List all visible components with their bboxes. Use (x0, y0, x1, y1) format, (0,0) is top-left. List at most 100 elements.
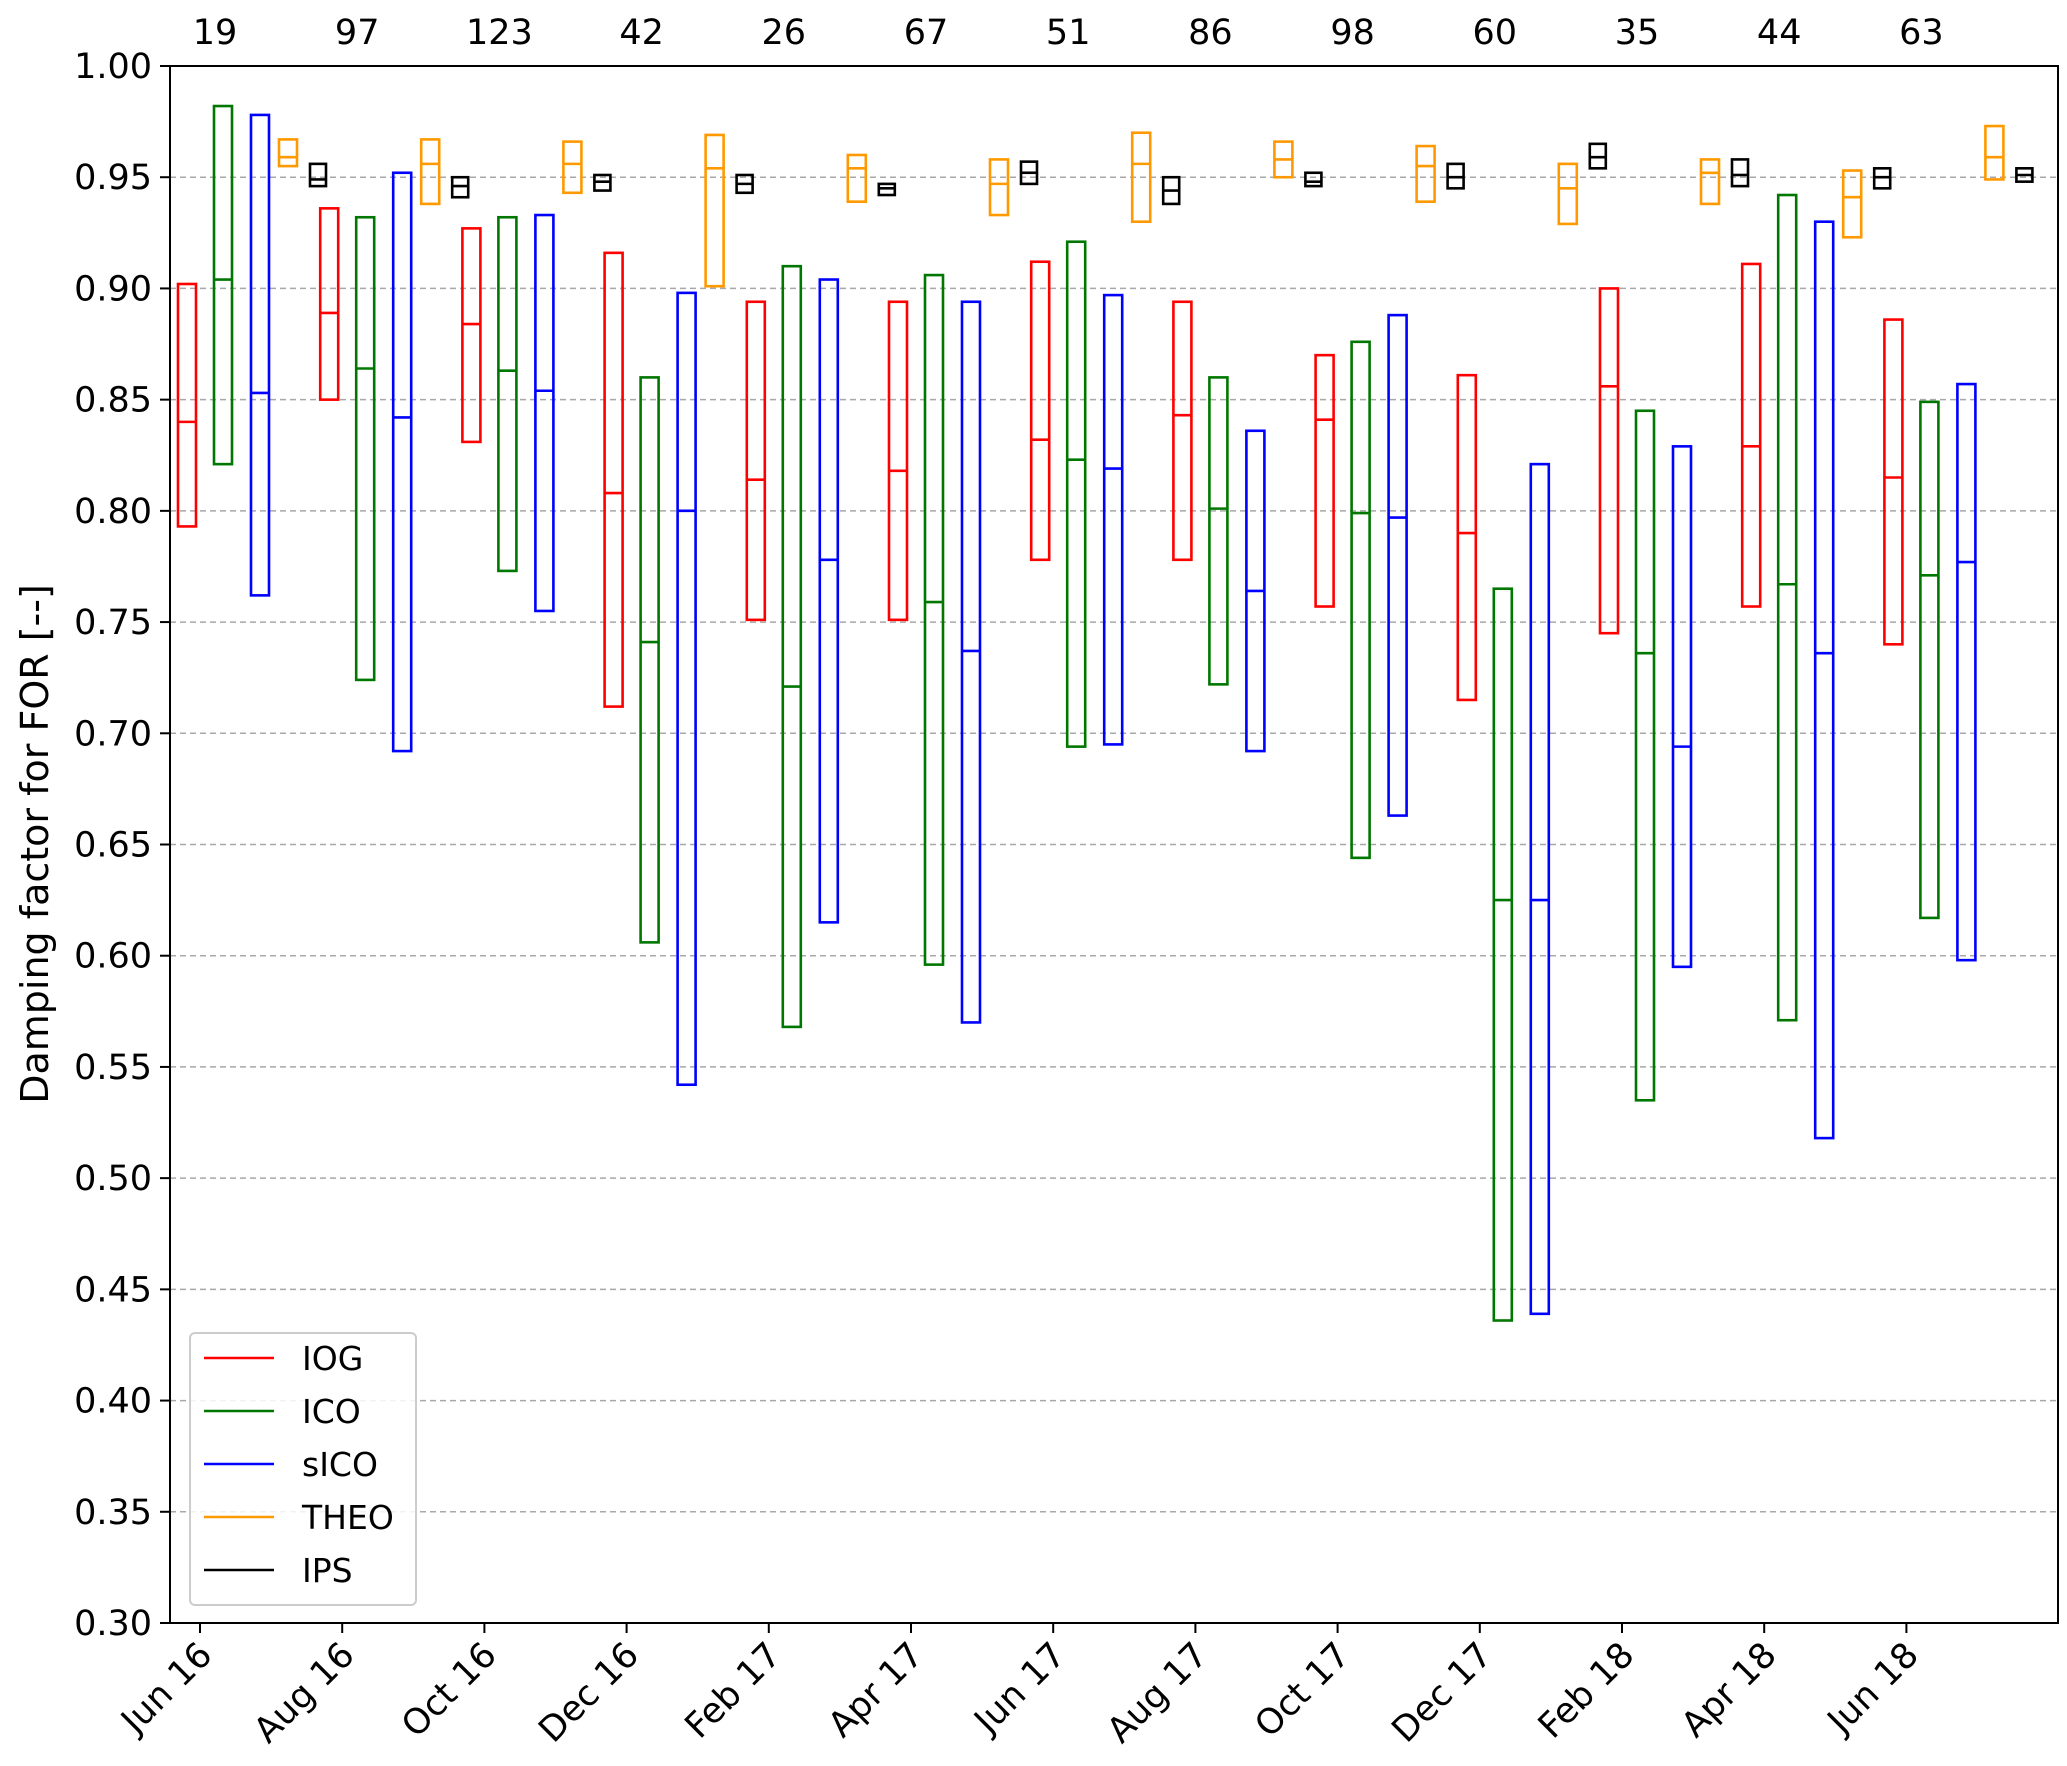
y-tick-label-10: 0.80 (74, 492, 152, 532)
period-count-11: 44 (1757, 13, 1802, 53)
sico-box-0 (249, 113, 271, 597)
y-tick-label-3: 0.45 (74, 1270, 152, 1310)
theo-box-12 (1984, 124, 2005, 181)
iog-box-2 (461, 227, 482, 444)
theo-box-5 (988, 158, 1010, 217)
sico-box-5 (960, 300, 982, 1024)
sico-box-11 (1813, 220, 1835, 1140)
x-tick-label-1: Aug 16 (247, 1635, 363, 1751)
ico-box-8 (1350, 340, 1371, 860)
y-tick-label-6: 0.60 (74, 937, 152, 977)
y-tick-label-14: 1.00 (74, 47, 152, 87)
iog-box-1 (318, 207, 340, 401)
x-tick-label-3: Dec 16 (531, 1635, 647, 1751)
y-tick-label-13: 0.95 (74, 158, 152, 198)
sico-box-6 (1102, 293, 1124, 746)
y-tick-label-0: 0.30 (74, 1604, 152, 1644)
ico-box-0 (212, 104, 234, 466)
period-counts: 19 97 123 42 26 67 51 86 98 60 35 44 63 (193, 13, 1944, 53)
x-tick-label-6: Jun 17 (966, 1635, 1074, 1743)
legend-label-ips: IPS (302, 1551, 353, 1590)
y-tick-label-7: 0.65 (74, 826, 152, 866)
sico-box-2 (534, 213, 555, 613)
y-tick-label-9: 0.75 (74, 603, 152, 643)
legend-frame (189, 1332, 417, 1606)
sico-box-8 (1387, 313, 1408, 817)
iog-box-10 (1598, 287, 1620, 635)
y-tick-label-11: 0.85 (74, 381, 152, 421)
x-tick-label-7: Aug 17 (1100, 1635, 1216, 1751)
y-tick-label-1: 0.35 (74, 1493, 152, 1533)
ips-box-10 (1730, 158, 1750, 188)
x-tick-label-8: Oct 17 (1248, 1635, 1358, 1745)
legend-label-theo: THEO (301, 1498, 394, 1537)
ico-box-10 (1634, 409, 1656, 1102)
series-iog (176, 207, 1904, 708)
period-count-6: 51 (1046, 13, 1091, 53)
iog-box-12 (1883, 318, 1904, 646)
y-tick-label-2: 0.40 (74, 1382, 152, 1422)
theo-box-0 (277, 138, 299, 168)
iog-box-0 (176, 282, 198, 528)
y-axis-label: Damping factor for FOR [--] (13, 584, 57, 1104)
ico-box-1 (354, 215, 376, 682)
y-tick-label-4: 0.50 (74, 1159, 152, 1199)
ips-box-0 (308, 162, 328, 188)
theo-box-11 (1841, 169, 1863, 239)
theo-box-4 (846, 153, 868, 203)
theo-box-2 (562, 140, 583, 195)
legend-label-sico: sICO (302, 1445, 378, 1484)
x-tick-label-4: Feb 17 (678, 1635, 789, 1746)
ico-box-12 (1919, 400, 1940, 920)
period-count-7: 86 (1188, 13, 1233, 53)
x-tick-label-0: Jun 16 (113, 1635, 221, 1743)
theo-box-8 (1415, 144, 1436, 203)
y-axis: 0.30 0.35 0.40 0.45 0.50 0.55 0.60 0.65 0.70 0.75… (74, 47, 170, 1644)
theo-box-1 (419, 138, 441, 206)
sico-box-12 (1956, 382, 1977, 962)
period-count-2: 123 (466, 13, 533, 53)
series-sico (249, 113, 1977, 1316)
ico-box-7 (1208, 376, 1229, 686)
x-tick-label-2: Oct 16 (394, 1635, 504, 1745)
theo-box-10 (1699, 158, 1721, 206)
period-count-10: 35 (1615, 13, 1660, 53)
x-tick-label-10: Feb 18 (1531, 1635, 1642, 1746)
period-count-4: 26 (762, 13, 807, 53)
sico-box-4 (818, 278, 840, 924)
y-tick-label-8: 0.70 (74, 714, 152, 754)
series-ips (308, 142, 2034, 206)
legend: IOG ICO sICO THEO IPS (189, 1332, 417, 1606)
period-count-8: 98 (1330, 13, 1375, 53)
sico-box-3 (676, 291, 697, 1087)
period-count-0: 19 (193, 13, 238, 53)
ico-box-6 (1065, 240, 1087, 748)
ips-box-7 (1304, 171, 1323, 188)
y-tick-label-12: 0.90 (74, 269, 152, 309)
iog-box-5 (887, 300, 909, 622)
series-theo (277, 124, 2005, 288)
ico-box-11 (1776, 193, 1798, 1022)
ico-box-5 (923, 273, 945, 966)
theo-box-6 (1130, 131, 1152, 224)
period-count-5: 67 (904, 13, 949, 53)
iog-box-9 (1456, 373, 1478, 702)
gridlines (170, 176, 2058, 1513)
ico-box-9 (1492, 587, 1514, 1322)
x-tick-label-12: Jun 18 (1819, 1635, 1927, 1743)
period-count-3: 42 (619, 13, 664, 53)
iog-box-6 (1029, 260, 1051, 562)
ico-box-3 (639, 376, 660, 944)
x-tick-label-9: Dec 17 (1385, 1635, 1501, 1751)
ico-box-4 (781, 264, 803, 1029)
series-ico (212, 104, 1940, 1322)
sico-box-1 (391, 171, 413, 753)
period-count-1: 97 (335, 13, 380, 53)
iog-box-3 (603, 251, 624, 708)
iog-box-11 (1740, 262, 1762, 608)
x-axis: Jun 16 Aug 16 Oct 16 Dec 16 Feb 17 Apr 17 Jun … (113, 1623, 1927, 1751)
period-count-12: 63 (1899, 13, 1944, 53)
sico-box-10 (1671, 445, 1693, 969)
legend-label-ico: ICO (302, 1392, 361, 1431)
